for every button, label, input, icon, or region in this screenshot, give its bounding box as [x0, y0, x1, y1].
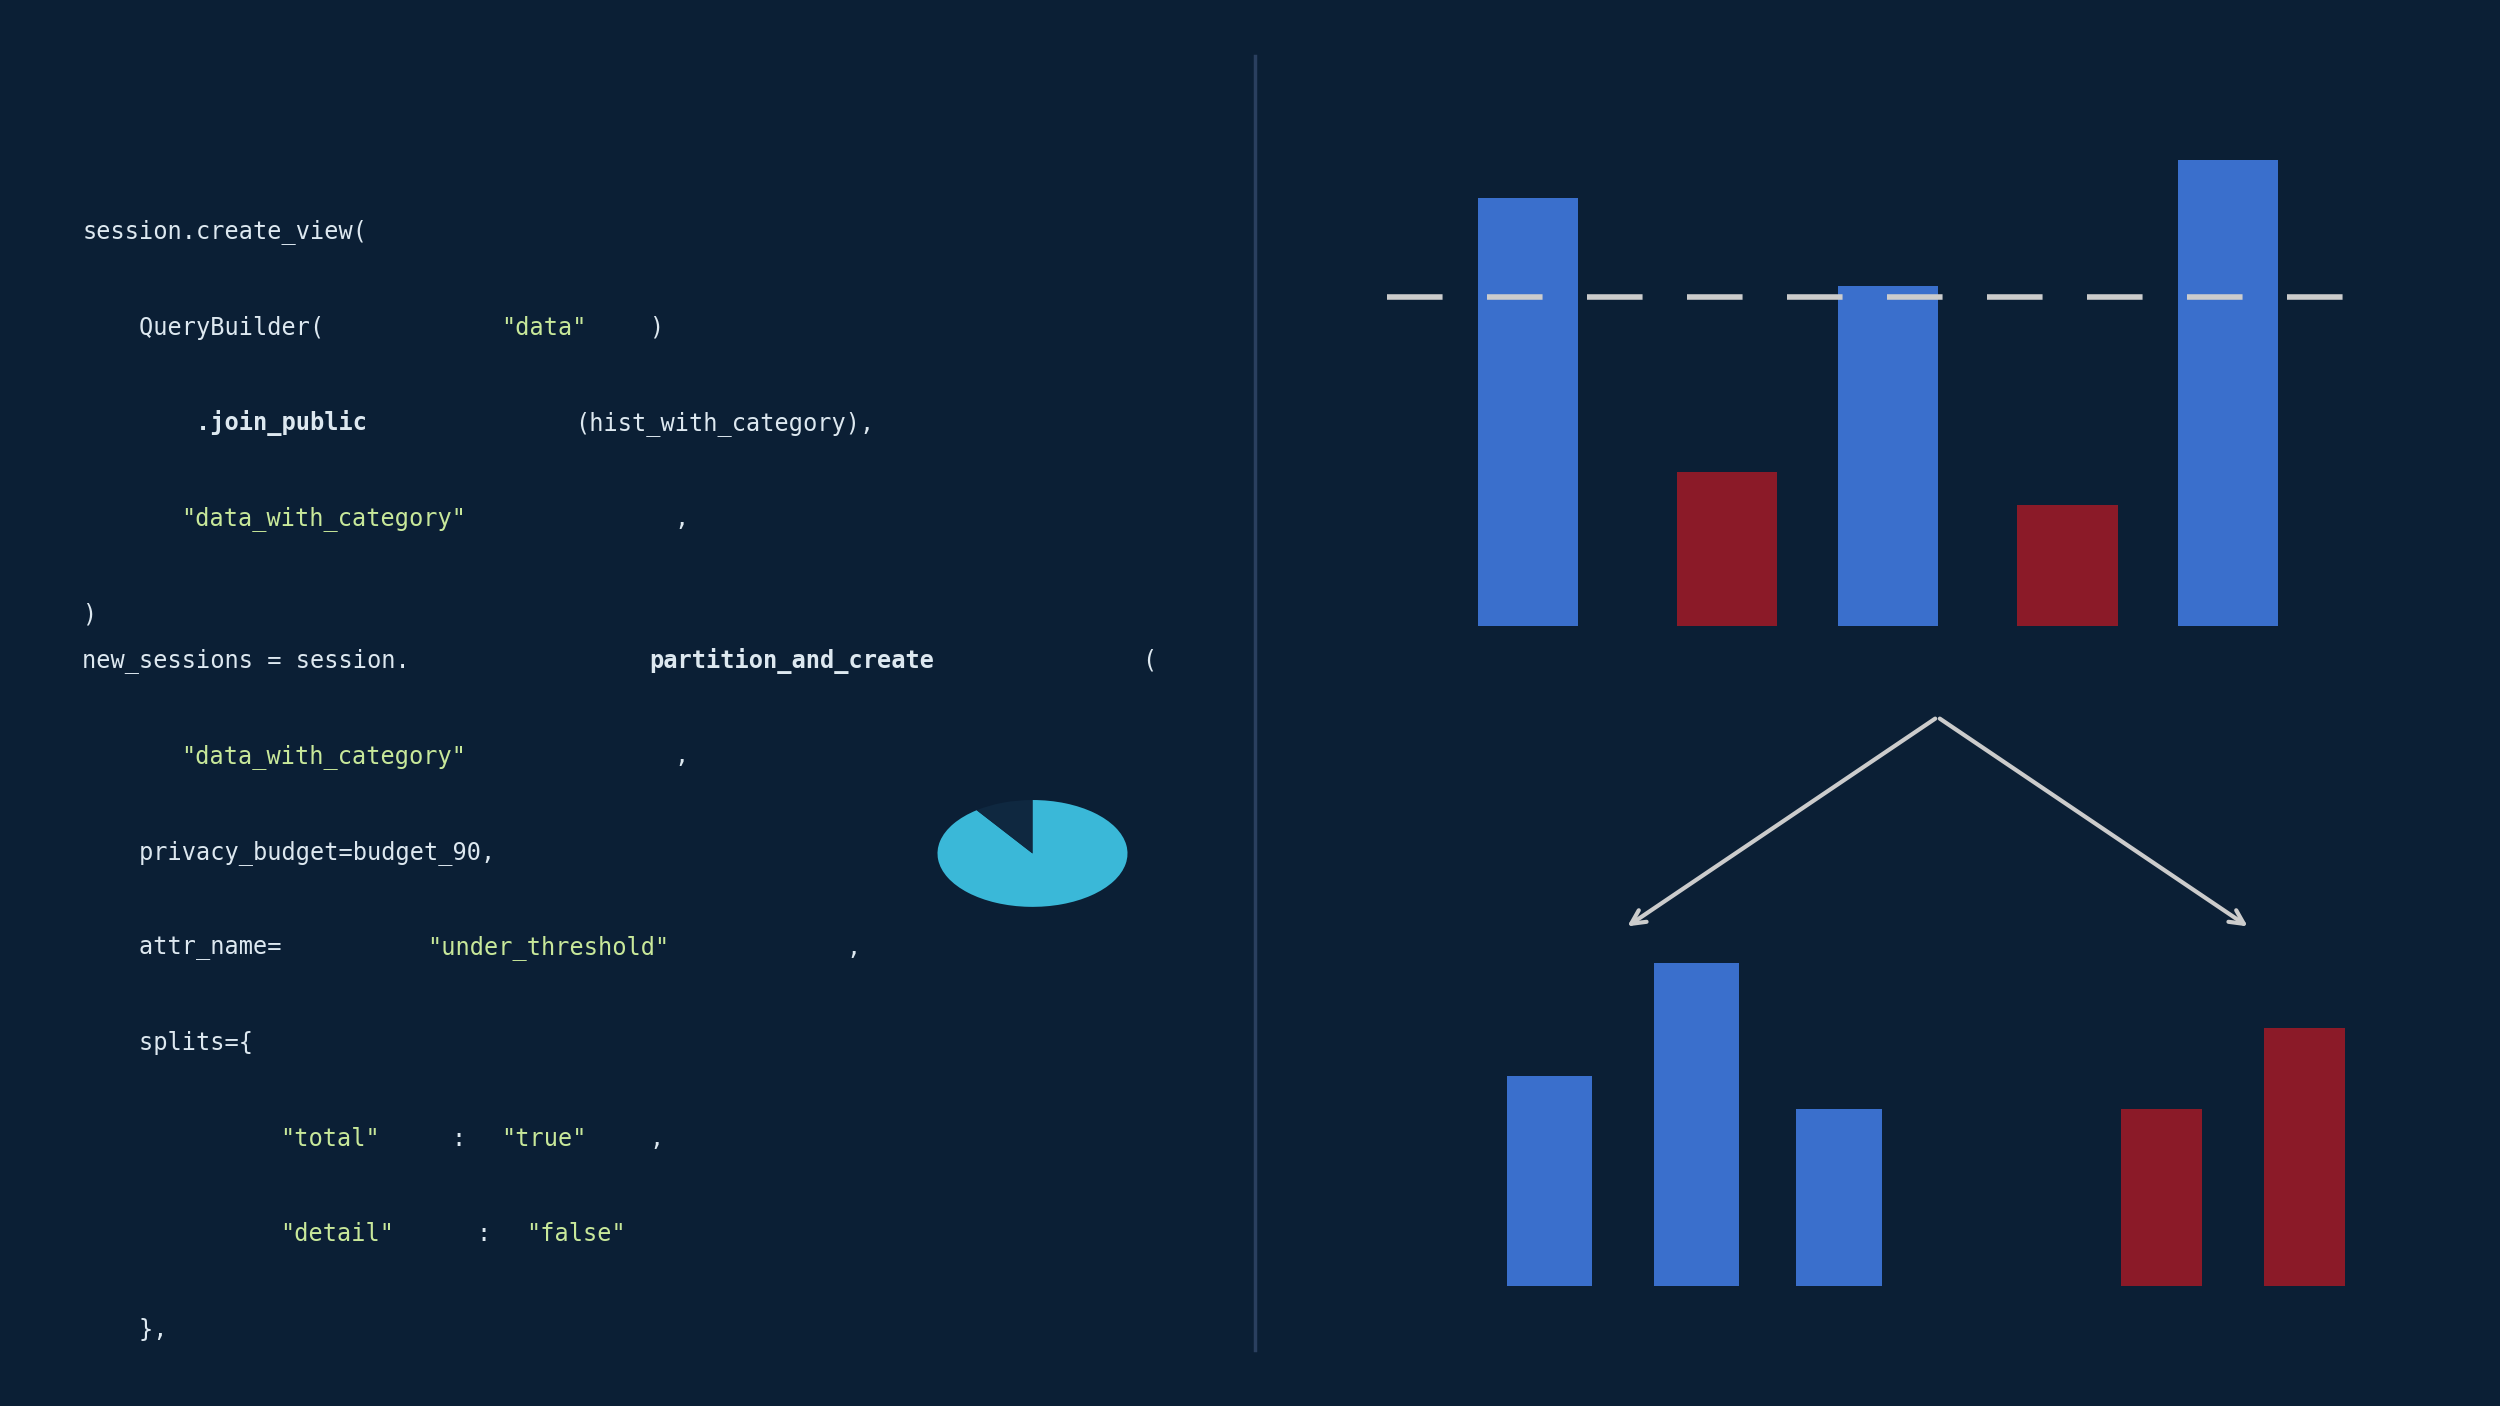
- Text: ): ): [650, 315, 662, 340]
- Text: (hist_with_category),: (hist_with_category),: [575, 411, 875, 436]
- Text: session.create_view(: session.create_view(: [82, 219, 368, 245]
- Text: QueryBuilder(: QueryBuilder(: [82, 315, 325, 340]
- Text: "data_with_category": "data_with_category": [180, 506, 465, 531]
- Text: attr_name=: attr_name=: [82, 935, 282, 960]
- Text: "true": "true": [503, 1126, 588, 1152]
- Text: "total": "total": [280, 1126, 380, 1152]
- Text: new_sessions = session.: new_sessions = session.: [82, 648, 410, 673]
- Text: },: },: [82, 1317, 168, 1343]
- Text: "data": "data": [503, 315, 588, 340]
- Text: (: (: [1142, 648, 1158, 673]
- Text: privacy_budget=budget_90,: privacy_budget=budget_90,: [82, 839, 495, 865]
- Text: "data_with_category": "data_with_category": [180, 744, 465, 769]
- Text: partition_and_create: partition_and_create: [650, 648, 935, 673]
- Text: splits={: splits={: [82, 1031, 252, 1056]
- Text: ,: ,: [675, 506, 688, 531]
- Text: "detail": "detail": [280, 1222, 392, 1247]
- Text: ,: ,: [848, 935, 860, 960]
- Text: "under_threshold": "under_threshold": [428, 935, 670, 960]
- Text: .join_public: .join_public: [82, 411, 368, 436]
- Text: ): ): [82, 602, 98, 627]
- Text: :: :: [452, 1126, 480, 1152]
- Text: "false": "false": [525, 1222, 625, 1247]
- Text: ,: ,: [675, 744, 688, 769]
- Text: ,: ,: [650, 1126, 662, 1152]
- Text: :: :: [478, 1222, 505, 1247]
